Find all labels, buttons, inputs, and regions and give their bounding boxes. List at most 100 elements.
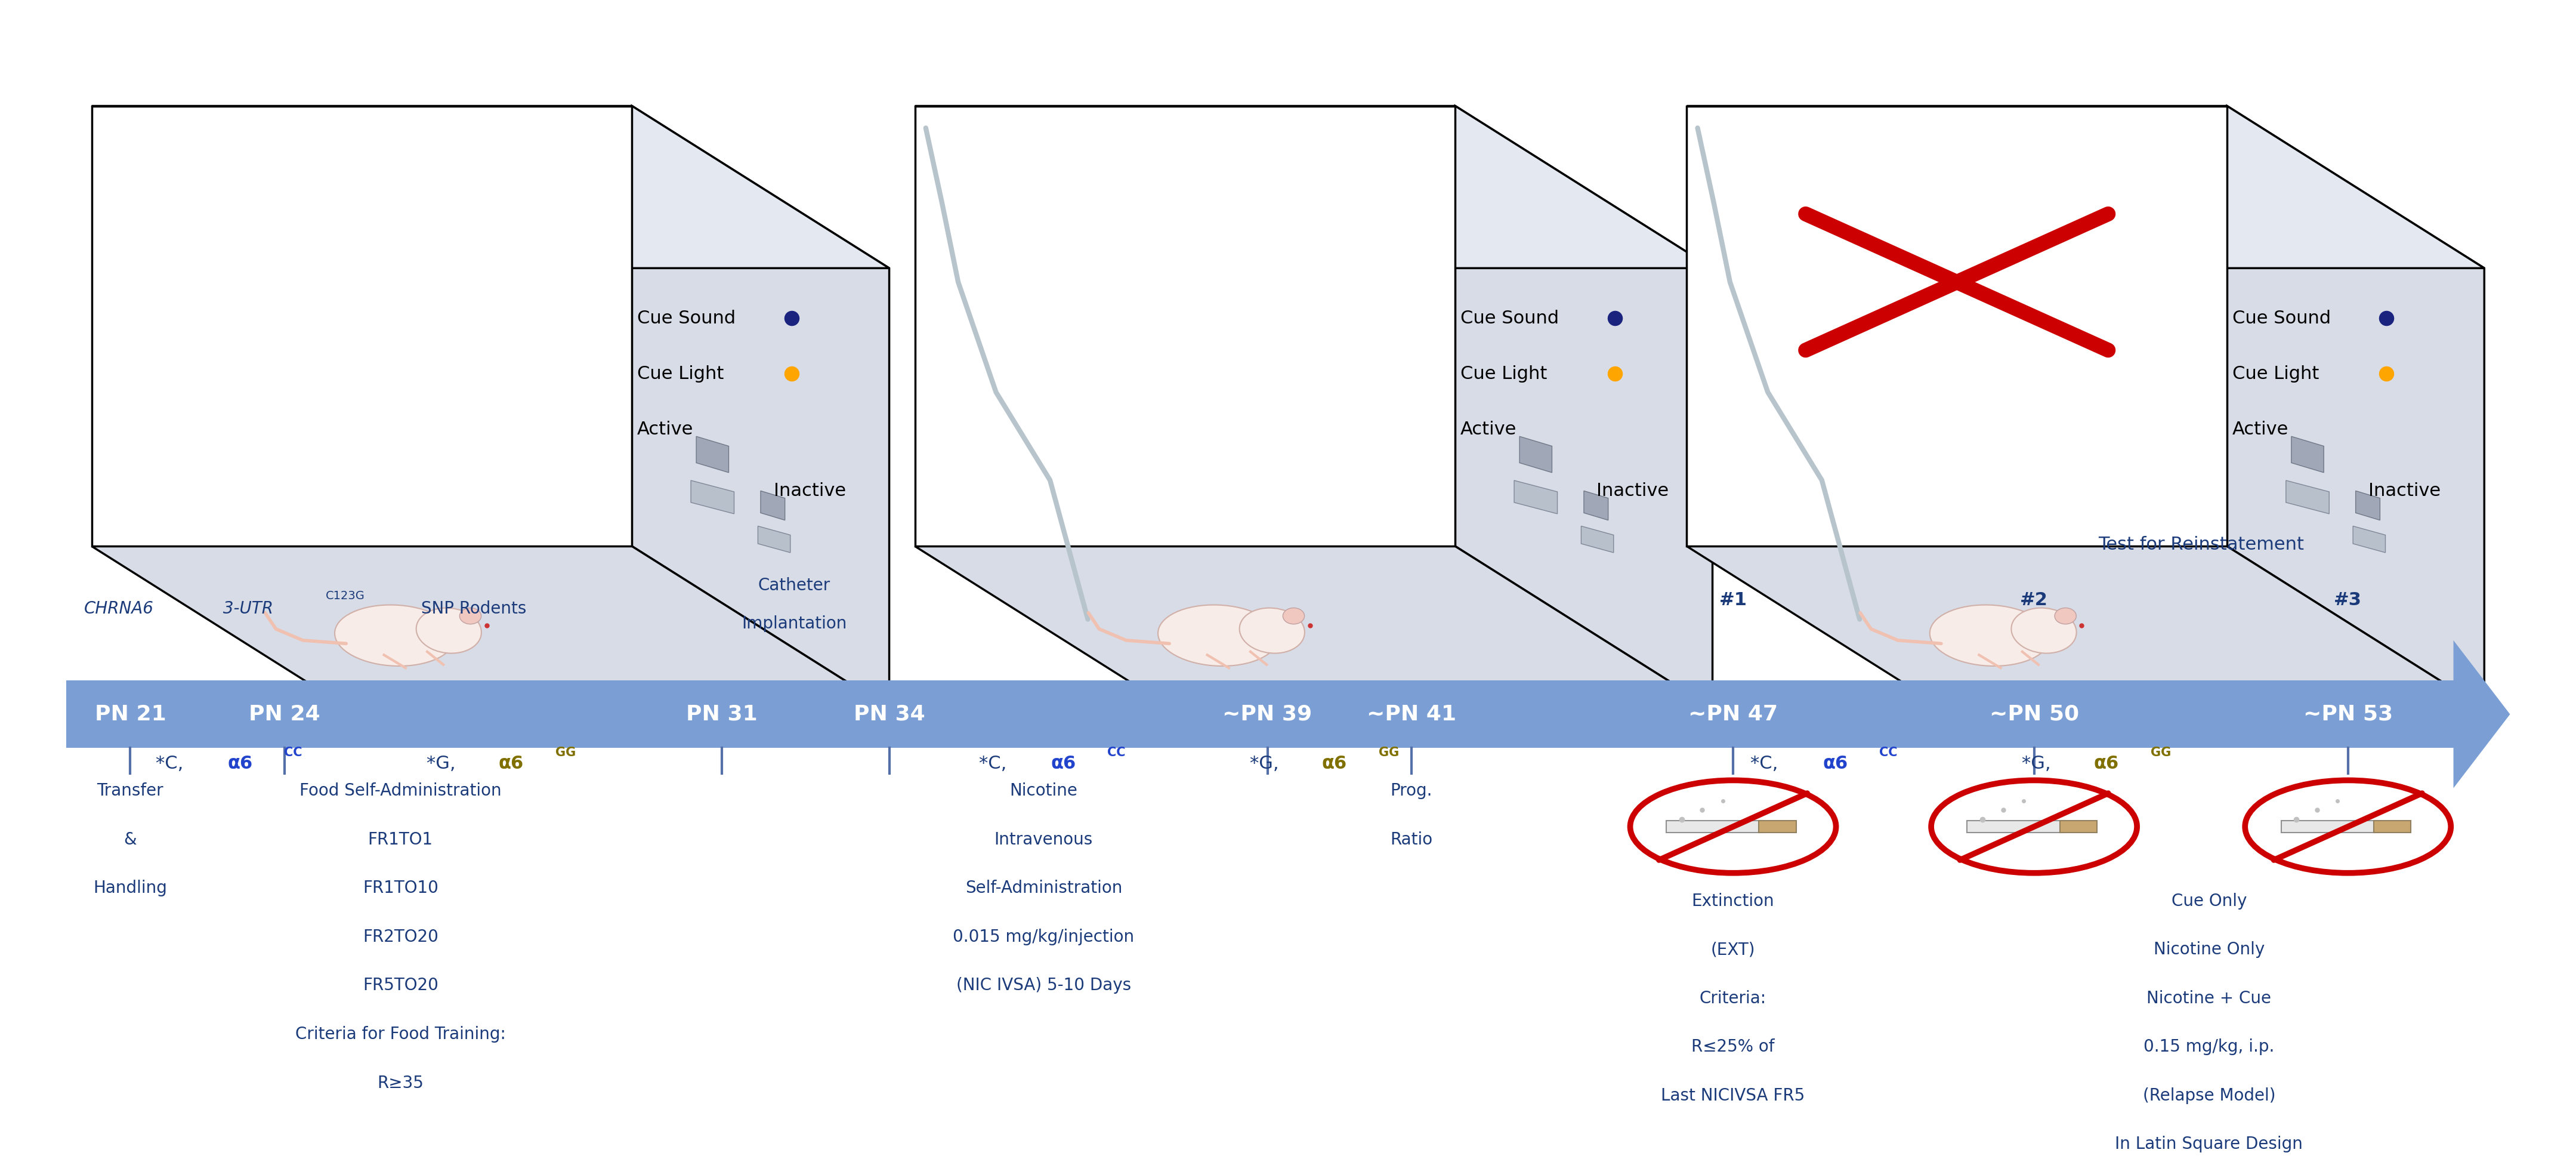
Polygon shape: [1687, 106, 2228, 546]
FancyBboxPatch shape: [2061, 820, 2097, 832]
Text: Handling: Handling: [93, 880, 167, 897]
Text: Criteria:: Criteria:: [1700, 990, 1767, 1006]
Point: [1595, 365, 1636, 383]
Text: GG: GG: [556, 747, 574, 759]
Ellipse shape: [459, 608, 482, 624]
Text: *C,: *C,: [979, 755, 1012, 772]
Text: α6: α6: [500, 755, 523, 772]
Polygon shape: [1687, 106, 2483, 268]
Text: (Relapse Model): (Relapse Model): [2143, 1088, 2275, 1104]
Text: FR1TO10: FR1TO10: [363, 880, 438, 897]
Text: Extinction: Extinction: [1692, 892, 1775, 910]
Polygon shape: [757, 526, 791, 553]
Text: R≤25% of: R≤25% of: [1692, 1039, 1775, 1055]
Circle shape: [2244, 780, 2452, 874]
Text: Implantation: Implantation: [742, 615, 848, 632]
Circle shape: [1929, 780, 2138, 874]
Text: *C,: *C,: [1752, 755, 1785, 772]
Text: Food Self-Administration: Food Self-Administration: [299, 783, 502, 799]
Polygon shape: [2285, 480, 2329, 514]
Text: Cue Sound: Cue Sound: [636, 309, 737, 327]
Text: Cue Sound: Cue Sound: [2233, 309, 2331, 327]
FancyBboxPatch shape: [1759, 820, 1795, 832]
Text: 3-UTR: 3-UTR: [219, 601, 273, 617]
Text: (EXT): (EXT): [1710, 941, 1754, 957]
Polygon shape: [93, 546, 889, 709]
Text: SNP Rodents: SNP Rodents: [415, 601, 526, 617]
Ellipse shape: [1283, 608, 1303, 624]
Text: CC: CC: [1108, 747, 1126, 759]
Text: &: &: [124, 831, 137, 848]
Text: Intravenous: Intravenous: [994, 831, 1092, 848]
Text: Active: Active: [636, 421, 693, 438]
Point: [770, 365, 811, 383]
Point: [1595, 309, 1636, 328]
Text: ~PN 53: ~PN 53: [2303, 704, 2393, 724]
Text: Active: Active: [2233, 421, 2287, 438]
Text: Last NICIVSA FR5: Last NICIVSA FR5: [1662, 1088, 1806, 1104]
Text: FR2TO20: FR2TO20: [363, 928, 438, 946]
Text: Inactive: Inactive: [773, 482, 845, 500]
Text: Inactive: Inactive: [2367, 482, 2442, 500]
Text: α6: α6: [1321, 755, 1347, 772]
Text: PN 21: PN 21: [95, 704, 165, 724]
Text: ~PN 41: ~PN 41: [1368, 704, 1455, 724]
Text: FR5TO20: FR5TO20: [363, 977, 438, 994]
Text: GG: GG: [1378, 747, 1399, 759]
Ellipse shape: [417, 608, 482, 653]
Ellipse shape: [2012, 608, 2076, 653]
Text: ~PN 50: ~PN 50: [1989, 704, 2079, 724]
Text: PN 31: PN 31: [685, 704, 757, 724]
Text: CC: CC: [1880, 747, 1899, 759]
Text: Active: Active: [1461, 421, 1517, 438]
Text: ~PN 39: ~PN 39: [1224, 704, 1311, 724]
Text: R≥35: R≥35: [376, 1075, 422, 1091]
Point: [770, 309, 811, 328]
Polygon shape: [1455, 106, 1713, 709]
Polygon shape: [2354, 490, 2380, 521]
Polygon shape: [2290, 437, 2324, 473]
Text: α6: α6: [227, 755, 252, 772]
FancyBboxPatch shape: [67, 681, 2452, 748]
Text: Test for Reinstatement: Test for Reinstatement: [2099, 536, 2303, 553]
Text: CHRNA6: CHRNA6: [85, 601, 155, 617]
Text: Transfer: Transfer: [98, 783, 165, 799]
Text: Cue Sound: Cue Sound: [1461, 309, 1558, 327]
Text: #3: #3: [2334, 591, 2362, 609]
Polygon shape: [914, 106, 1455, 546]
Text: Cue Light: Cue Light: [2233, 365, 2318, 382]
Text: *C,: *C,: [155, 755, 188, 772]
Polygon shape: [1584, 490, 1607, 521]
Text: *G,: *G,: [428, 755, 461, 772]
Text: #2: #2: [2020, 591, 2048, 609]
Text: Inactive: Inactive: [1597, 482, 1669, 500]
Polygon shape: [760, 490, 786, 521]
FancyBboxPatch shape: [2372, 820, 2411, 832]
Polygon shape: [2352, 526, 2385, 553]
Polygon shape: [1687, 546, 2483, 709]
FancyBboxPatch shape: [1667, 820, 1765, 832]
Circle shape: [1628, 780, 1839, 874]
Text: Nicotine Only: Nicotine Only: [2154, 941, 2264, 957]
Ellipse shape: [335, 605, 456, 666]
Polygon shape: [93, 106, 889, 268]
Point: [2365, 309, 2406, 328]
Text: *G,: *G,: [2022, 755, 2056, 772]
Polygon shape: [1515, 480, 1558, 514]
Text: C123G: C123G: [325, 590, 366, 602]
Ellipse shape: [1159, 605, 1278, 666]
Ellipse shape: [2056, 608, 2076, 624]
Text: CC: CC: [283, 747, 301, 759]
Text: PN 24: PN 24: [250, 704, 319, 724]
Text: α6: α6: [1824, 755, 1847, 772]
Text: Cue Only: Cue Only: [2172, 892, 2246, 910]
FancyBboxPatch shape: [2282, 820, 2378, 832]
Text: *G,: *G,: [1249, 755, 1285, 772]
Text: Self-Administration: Self-Administration: [966, 880, 1123, 897]
Text: In Latin Square Design: In Latin Square Design: [2115, 1136, 2303, 1153]
FancyBboxPatch shape: [1968, 820, 2066, 832]
Text: Criteria for Food Training:: Criteria for Food Training:: [296, 1026, 505, 1042]
Text: ~PN 47: ~PN 47: [1687, 704, 1777, 724]
Text: Nicotine + Cue: Nicotine + Cue: [2146, 990, 2272, 1006]
Polygon shape: [914, 546, 1713, 709]
